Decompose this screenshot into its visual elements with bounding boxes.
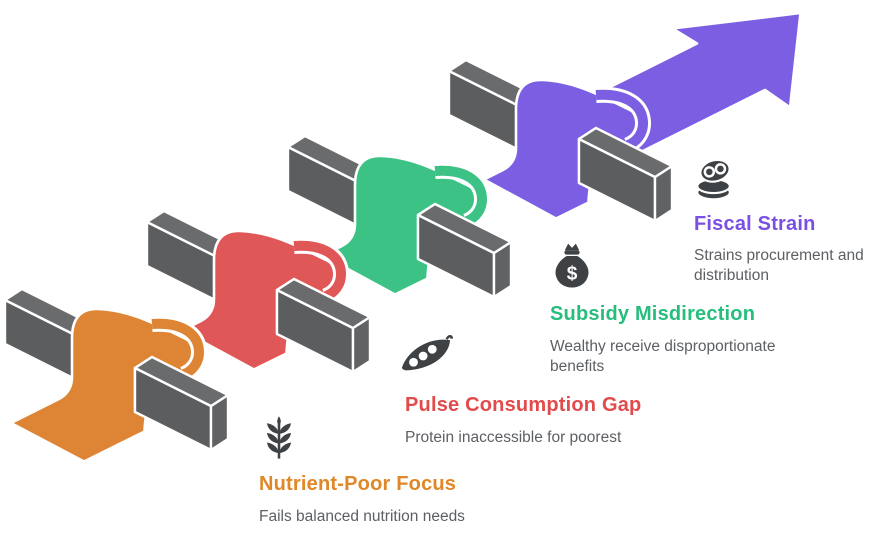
stage-title: Nutrient-Poor Focus <box>259 473 457 495</box>
stage-subtitle: Protein inaccessible for poorest <box>405 429 622 446</box>
stage-title: Fiscal Strain <box>694 213 816 235</box>
ribbon-fold-edge <box>595 89 648 151</box>
stage-graphic-4 <box>447 11 802 223</box>
stage-subtitle: Strains procurement and distribution <box>694 247 864 284</box>
ribbon-fold-edge <box>293 240 346 302</box>
ribbon-fold-edge <box>434 165 487 227</box>
bar-top-face <box>416 202 513 255</box>
hurdle-bar-front-half <box>275 277 372 374</box>
hurdle-bar-front-half <box>577 126 674 223</box>
money-bag-icon: $ <box>551 240 593 292</box>
stage-subtitle: Fails balanced nutrition needs <box>259 508 465 525</box>
bar-top-face <box>133 355 230 408</box>
stage-title: Subsidy Misdirection <box>550 303 756 325</box>
ribbon-fold-edge <box>151 318 204 380</box>
stage-subtitle: Wealthy receive disproportionate benefit… <box>550 338 776 375</box>
hurdle-bar-front-half <box>133 355 230 452</box>
pea-pod-icon <box>399 331 453 381</box>
coins-stack-icon <box>691 155 739 201</box>
hurdle-bar-front-half <box>416 202 513 299</box>
svg-text:$: $ <box>567 263 578 284</box>
stage-graphic-3 <box>286 134 513 299</box>
stage-graphic-2 <box>145 209 372 374</box>
stage-title: Pulse Consumption Gap <box>405 394 642 416</box>
wheat-grain-icon <box>257 414 301 461</box>
stage-graphic-1 <box>3 287 230 463</box>
bar-top-face <box>275 277 372 330</box>
bar-top-face <box>577 126 674 179</box>
